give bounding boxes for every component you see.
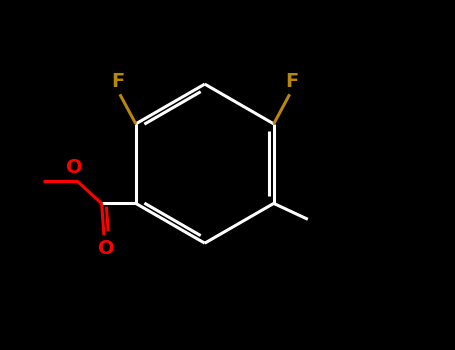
Text: F: F bbox=[111, 72, 124, 91]
Text: O: O bbox=[98, 239, 115, 258]
Text: O: O bbox=[66, 159, 83, 177]
Text: F: F bbox=[285, 72, 298, 91]
